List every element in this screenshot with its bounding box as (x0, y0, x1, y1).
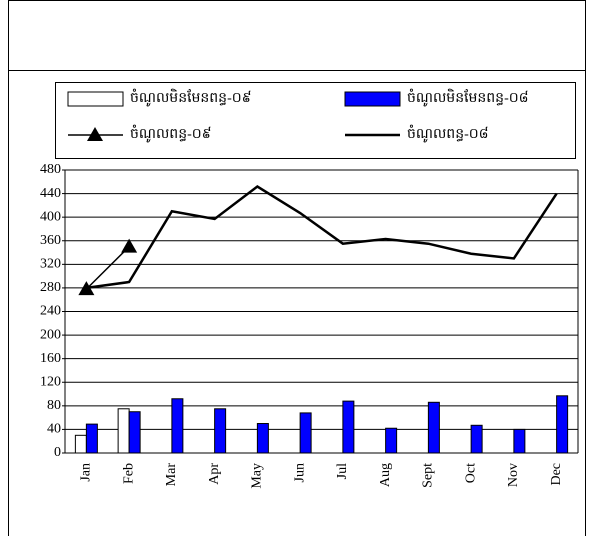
y-tick-label: 160 (40, 351, 61, 366)
legend-swatch (344, 91, 401, 107)
y-tick-label: 200 (40, 327, 61, 342)
bar (171, 398, 184, 454)
legend-swatch (67, 91, 124, 107)
y-tick-label: 120 (40, 374, 61, 389)
y-tick-label: 0 (54, 445, 61, 460)
legend-label: ចំណូលមិនមែនពន្ធ-០៨ (407, 88, 529, 107)
x-tick-label: Dec (549, 463, 564, 486)
x-tick-label: Jun (292, 463, 307, 482)
legend-marker (87, 127, 103, 141)
line (86, 184, 558, 290)
legend-box (55, 82, 576, 159)
bar (427, 401, 440, 454)
y-tick-label: 480 (40, 162, 61, 177)
bar (214, 408, 227, 454)
legend-label: ចំណូលពន្ធ-០៨ (407, 124, 489, 143)
marker (121, 238, 138, 253)
bar (256, 423, 269, 454)
bar (74, 434, 87, 454)
bar (513, 428, 526, 454)
x-tick-label: Apr (207, 463, 222, 485)
y-tick-label: 360 (40, 233, 61, 248)
y-tick-label: 400 (40, 209, 61, 224)
legend-label: ចំណូលមិនមែនពន្ធ-០៩ (130, 88, 252, 107)
x-tick-label: May (250, 463, 265, 489)
bar (385, 427, 398, 454)
y-tick-label: 320 (40, 257, 61, 272)
y-tick-label: 40 (47, 422, 61, 437)
bar (128, 411, 141, 454)
legend-label: ចំណូលពន្ធ-០៩ (130, 124, 212, 143)
bar (470, 424, 483, 454)
x-tick-label: Jul (335, 463, 350, 479)
bar (556, 395, 569, 454)
x-tick-label: Feb (121, 463, 136, 484)
x-tick-label: Nov (506, 463, 521, 487)
bar (85, 423, 98, 454)
y-tick-label: 80 (47, 398, 61, 413)
y-tick-label: 240 (40, 304, 61, 319)
bar (299, 412, 312, 454)
bar (117, 408, 130, 454)
bar (342, 400, 355, 454)
x-tick-label: Oct (463, 463, 478, 483)
y-tick-label: 440 (40, 186, 61, 201)
x-tick-label: Sept (421, 463, 436, 488)
y-tick-label: 280 (40, 280, 61, 295)
x-tick-label: Aug (378, 463, 393, 487)
x-tick-label: Jan (79, 463, 94, 482)
x-tick-label: Mar (164, 463, 179, 487)
line (85, 246, 130, 290)
